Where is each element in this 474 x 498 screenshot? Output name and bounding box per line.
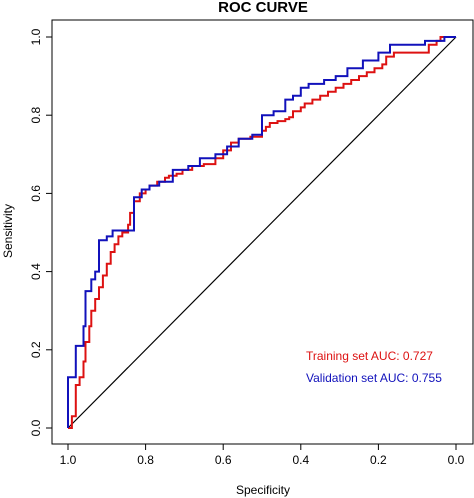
y-axis-label: Sensitivity <box>1 204 15 258</box>
y-tick-label: 0.6 <box>29 185 43 202</box>
y-tick-label: 0.2 <box>29 341 43 358</box>
y-tick-label: 0.4 <box>29 263 43 280</box>
legend: Training set AUC: 0.727 Validation set AU… <box>306 349 442 385</box>
x-tick-label: 1.0 <box>60 453 77 467</box>
x-tick-label: 0.8 <box>137 453 154 467</box>
legend-entry: Validation set AUC: 0.755 <box>306 371 442 385</box>
x-axis-label: Specificity <box>236 483 290 497</box>
legend-entry: Training set AUC: 0.727 <box>306 349 433 363</box>
x-tick-label: 0.4 <box>292 453 309 467</box>
x-tick-label: 0.2 <box>370 453 387 467</box>
training-roc-line <box>68 36 456 429</box>
y-tick-label: 0.8 <box>29 107 43 124</box>
diagonal-reference-line <box>67 36 457 429</box>
validation-roc-line <box>67 36 456 428</box>
y-tick-label: 0.0 <box>29 419 43 436</box>
y-axis: 0.0 0.2 0.4 0.6 0.8 1.0 <box>29 28 52 436</box>
plot-frame <box>51 19 474 445</box>
chart-title: ROC CURVE <box>218 0 308 16</box>
x-axis: 1.0 0.8 0.6 0.4 0.2 0.0 <box>60 444 465 467</box>
x-tick-label: 0.6 <box>215 453 232 467</box>
x-tick-label: 0.0 <box>448 453 465 467</box>
y-tick-label: 1.0 <box>29 28 43 45</box>
plot-area <box>51 19 474 445</box>
